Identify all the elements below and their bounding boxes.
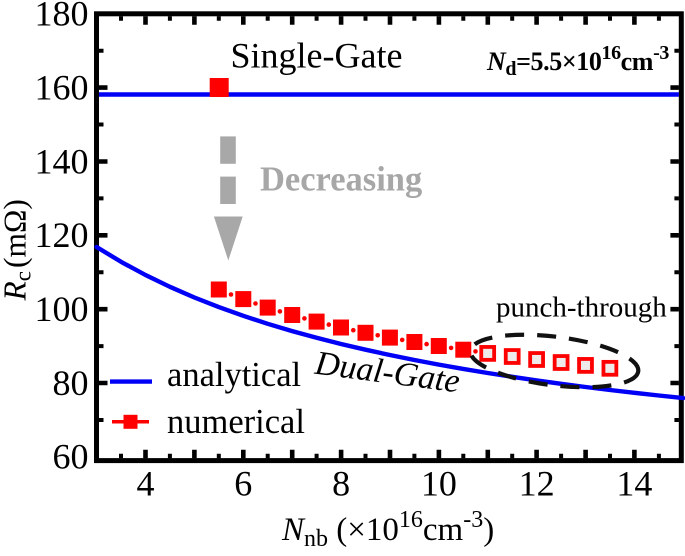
svg-text:8: 8 [332,464,350,504]
svg-text:140: 140 [35,141,89,181]
svg-text:120: 120 [35,215,89,255]
svg-text:Decreasing: Decreasing [260,161,422,199]
svg-text:10: 10 [421,464,457,504]
svg-text:Nnb (×1016cm-3): Nnb (×1016cm-3) [281,507,494,552]
svg-text:Rc(mΩ): Rc(mΩ) [0,199,36,301]
svg-text:60: 60 [53,437,89,477]
svg-text:14: 14 [616,464,652,504]
svg-text:100: 100 [35,289,89,329]
svg-text:punch-through: punch-through [496,292,667,324]
svg-text:6: 6 [234,464,252,504]
svg-text:80: 80 [53,363,89,403]
svg-text:4: 4 [137,464,155,504]
svg-text:analytical: analytical [167,356,301,394]
svg-text:12: 12 [519,464,555,504]
svg-text:160: 160 [35,67,89,107]
svg-text:numerical: numerical [167,403,305,441]
svg-text:180: 180 [35,0,89,34]
svg-text:Nd=5.5×1016cm-3: Nd=5.5×1016cm-3 [486,42,669,80]
svg-text:Single-Gate: Single-Gate [231,36,403,76]
